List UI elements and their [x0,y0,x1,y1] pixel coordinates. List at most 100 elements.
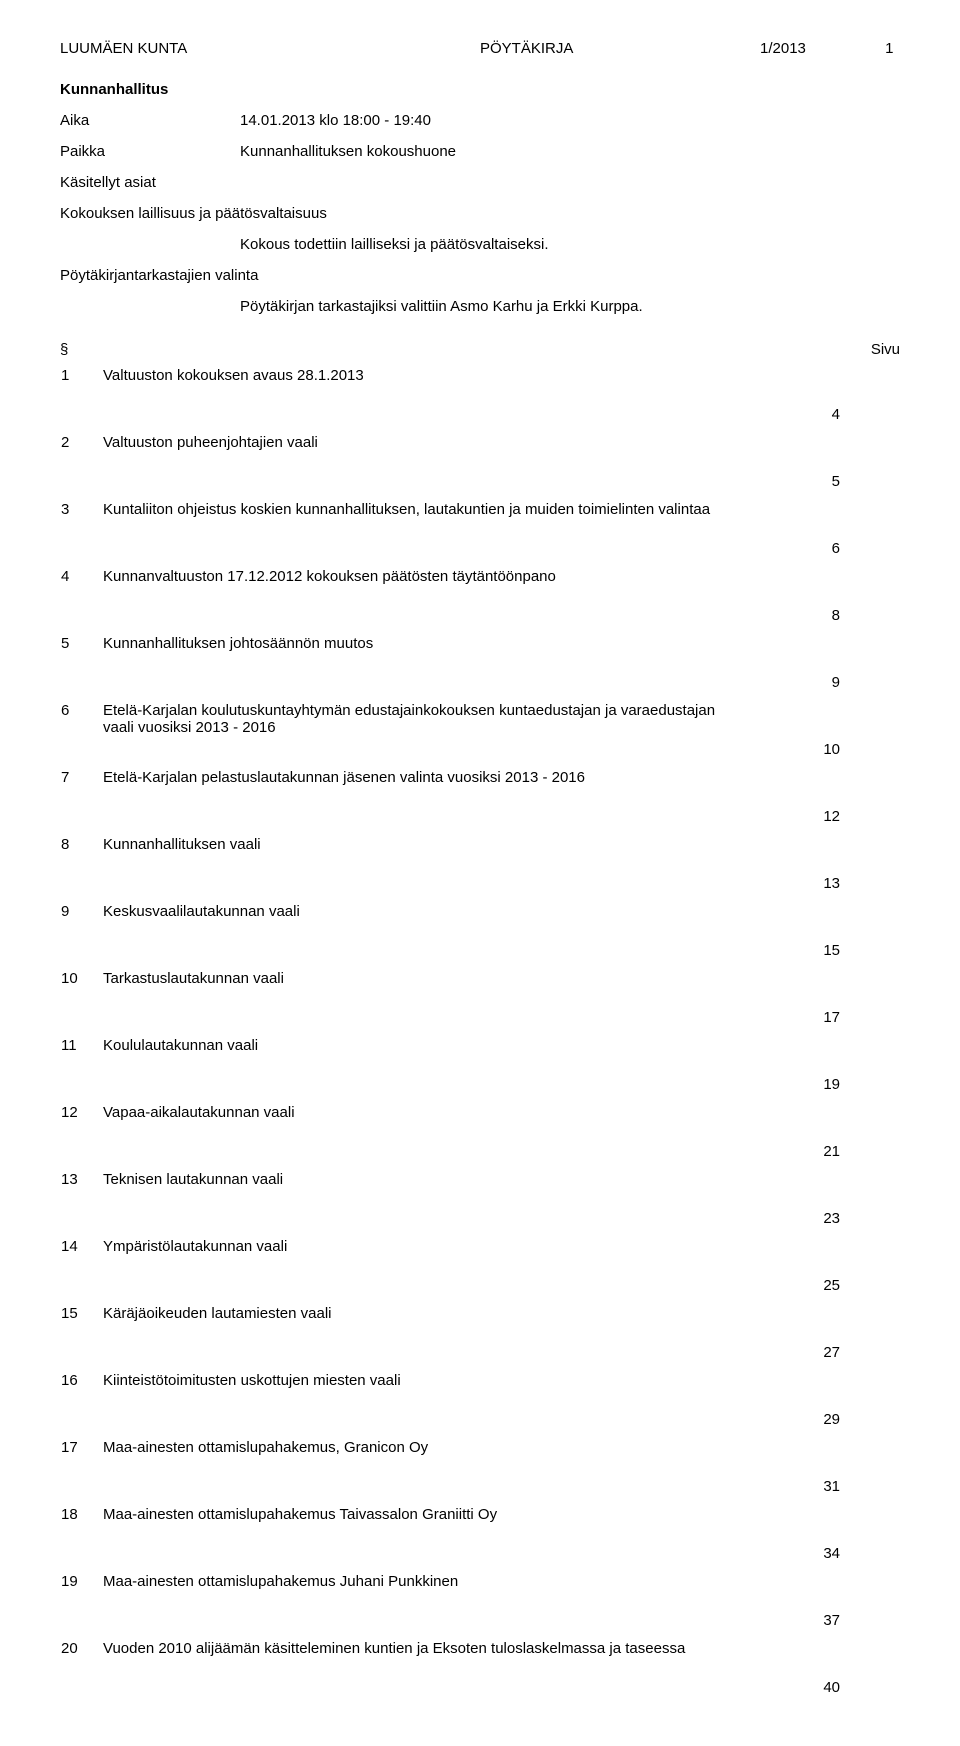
toc-header-row: § Sivu [60,341,900,358]
toc-item-title: Kunnanhallituksen johtosäännön muutos [102,634,763,701]
toc-row: 12Vapaa-aikalautakunnan vaali21 [60,1103,900,1170]
toc-page-label: Sivu [840,341,900,358]
toc-item-number: 11 [60,1036,102,1103]
toc-item-title: Etelä-Karjalan koulutuskuntayhtymän edus… [102,701,763,768]
toc-row: 7Etelä-Karjalan pelastuslautakunnan jäse… [60,768,900,835]
toc-row: 19Maa-ainesten ottamislupahakemus Juhani… [60,1572,900,1639]
toc-item-number: 8 [60,835,102,902]
toc-item-page: 4 [763,366,900,433]
toc-item-page: 31 [763,1438,900,1505]
header-page-number: 1 [885,40,893,57]
toc-item-title: Käräjäoikeuden lautamiesten vaali [102,1304,763,1371]
toc-row: 11Koululautakunnan vaali19 [60,1036,900,1103]
toc-item-title: Kiinteistötoimitusten uskottujen miesten… [102,1371,763,1438]
toc-item-number: 14 [60,1237,102,1304]
laillisuus-text: Kokous todettiin lailliseksi ja päätösva… [240,236,900,253]
toc-item-title: Kuntaliiton ohjeistus koskien kunnanhall… [102,500,763,567]
aika-value: 14.01.2013 klo 18:00 - 19:40 [240,112,900,129]
authority-text: Kunnanhallitus [60,81,168,98]
toc-row: 18Maa-ainesten ottamislupahakemus Taivas… [60,1505,900,1572]
toc-item-number: 15 [60,1304,102,1371]
header-doc-type: PÖYTÄKIRJA [480,40,760,57]
toc-item-page: 29 [763,1371,900,1438]
document-header: LUUMÄEN KUNTA PÖYTÄKIRJA 1/2013 1 [60,40,900,57]
kasitellyt-heading: Käsitellyt asiat [60,174,900,191]
toc-item-title: Valtuuston puheenjohtajien vaali [102,433,763,500]
toc-item-page: 34 [763,1505,900,1572]
toc-item-page: 25 [763,1237,900,1304]
toc-item-number: 16 [60,1371,102,1438]
toc-item-page: 17 [763,969,900,1036]
toc-item-number: 10 [60,969,102,1036]
toc-row: 5Kunnanhallituksen johtosäännön muutos9 [60,634,900,701]
toc-item-title: Maa-ainesten ottamislupahakemus Juhani P… [102,1572,763,1639]
laillisuus-heading: Kokouksen laillisuus ja päätösvaltaisuus [60,205,900,222]
toc-row: 20Vuoden 2010 alijäämän käsitteleminen k… [60,1639,900,1706]
header-org: LUUMÄEN KUNTA [60,40,480,57]
toc-item-page: 9 [763,634,900,701]
aika-row: Aika 14.01.2013 klo 18:00 - 19:40 [60,112,900,129]
toc-item-page: 27 [763,1304,900,1371]
toc-item-number: 7 [60,768,102,835]
paikka-value: Kunnanhallituksen kokoushuone [240,143,900,160]
toc-item-title: Vapaa-aikalautakunnan vaali [102,1103,763,1170]
page: LUUMÄEN KUNTA PÖYTÄKIRJA 1/2013 1 Kunnan… [0,0,960,1746]
toc-row: 9Keskusvaalilautakunnan vaali15 [60,902,900,969]
toc-item-title: Maa-ainesten ottamislupahakemus, Granico… [102,1438,763,1505]
toc-item-number: 3 [60,500,102,567]
toc: § Sivu 1Valtuuston kokouksen avaus 28.1.… [60,341,900,1706]
toc-item-title: Ympäristölautakunnan vaali [102,1237,763,1304]
toc-row: 14Ympäristölautakunnan vaali25 [60,1237,900,1304]
toc-item-title: Keskusvaalilautakunnan vaali [102,902,763,969]
toc-row: 6Etelä-Karjalan koulutuskuntayhtymän edu… [60,701,900,768]
toc-row: 2Valtuuston puheenjohtajien vaali5 [60,433,900,500]
toc-item-page: 5 [763,433,900,500]
paikka-label: Paikka [60,143,240,160]
toc-item-title: Tarkastuslautakunnan vaali [102,969,763,1036]
toc-item-page: 10 [763,701,900,768]
aika-label: Aika [60,112,240,129]
tarkastajat-heading: Pöytäkirjantarkastajien valinta [60,267,900,284]
toc-item-page: 37 [763,1572,900,1639]
toc-item-number: 4 [60,567,102,634]
toc-item-number: 17 [60,1438,102,1505]
toc-section-symbol: § [60,341,100,358]
paikka-row: Paikka Kunnanhallituksen kokoushuone [60,143,900,160]
authority-name: Kunnanhallitus [60,81,900,98]
toc-item-number: 13 [60,1170,102,1237]
toc-item-number: 1 [60,366,102,433]
header-doc-number-page: 1/2013 1 [760,40,900,57]
toc-row: 8Kunnanhallituksen vaali13 [60,835,900,902]
toc-row: 15Käräjäoikeuden lautamiesten vaali27 [60,1304,900,1371]
header-doc-number: 1/2013 [760,40,806,57]
toc-item-number: 20 [60,1639,102,1706]
toc-item-title: Teknisen lautakunnan vaali [102,1170,763,1237]
toc-item-title: Kunnanvaltuuston 17.12.2012 kokouksen pä… [102,567,763,634]
toc-row: 10Tarkastuslautakunnan vaali17 [60,969,900,1036]
toc-item-page: 13 [763,835,900,902]
toc-item-title: Vuoden 2010 alijäämän käsitteleminen kun… [102,1639,763,1706]
toc-item-page: 19 [763,1036,900,1103]
toc-item-page: 15 [763,902,900,969]
toc-row: 4Kunnanvaltuuston 17.12.2012 kokouksen p… [60,567,900,634]
toc-item-page: 8 [763,567,900,634]
toc-row: 17Maa-ainesten ottamislupahakemus, Grani… [60,1438,900,1505]
toc-item-page: 40 [763,1639,900,1706]
toc-table: 1Valtuuston kokouksen avaus 28.1.201342V… [60,366,900,1706]
toc-item-number: 9 [60,902,102,969]
toc-item-number: 2 [60,433,102,500]
toc-item-page: 12 [763,768,900,835]
toc-item-number: 19 [60,1572,102,1639]
toc-row: 16Kiinteistötoimitusten uskottujen miest… [60,1371,900,1438]
toc-item-number: 6 [60,701,102,768]
toc-item-title: Valtuuston kokouksen avaus 28.1.2013 [102,366,763,433]
toc-row: 13Teknisen lautakunnan vaali23 [60,1170,900,1237]
toc-row: 3Kuntaliiton ohjeistus koskien kunnanhal… [60,500,900,567]
toc-item-title: Kunnanhallituksen vaali [102,835,763,902]
toc-item-title: Koululautakunnan vaali [102,1036,763,1103]
tarkastajat-text: Pöytäkirjan tarkastajiksi valittiin Asmo… [240,298,900,315]
toc-item-page: 23 [763,1170,900,1237]
toc-item-page: 21 [763,1103,900,1170]
toc-item-title: Etelä-Karjalan pelastuslautakunnan jäsen… [102,768,763,835]
toc-item-number: 12 [60,1103,102,1170]
